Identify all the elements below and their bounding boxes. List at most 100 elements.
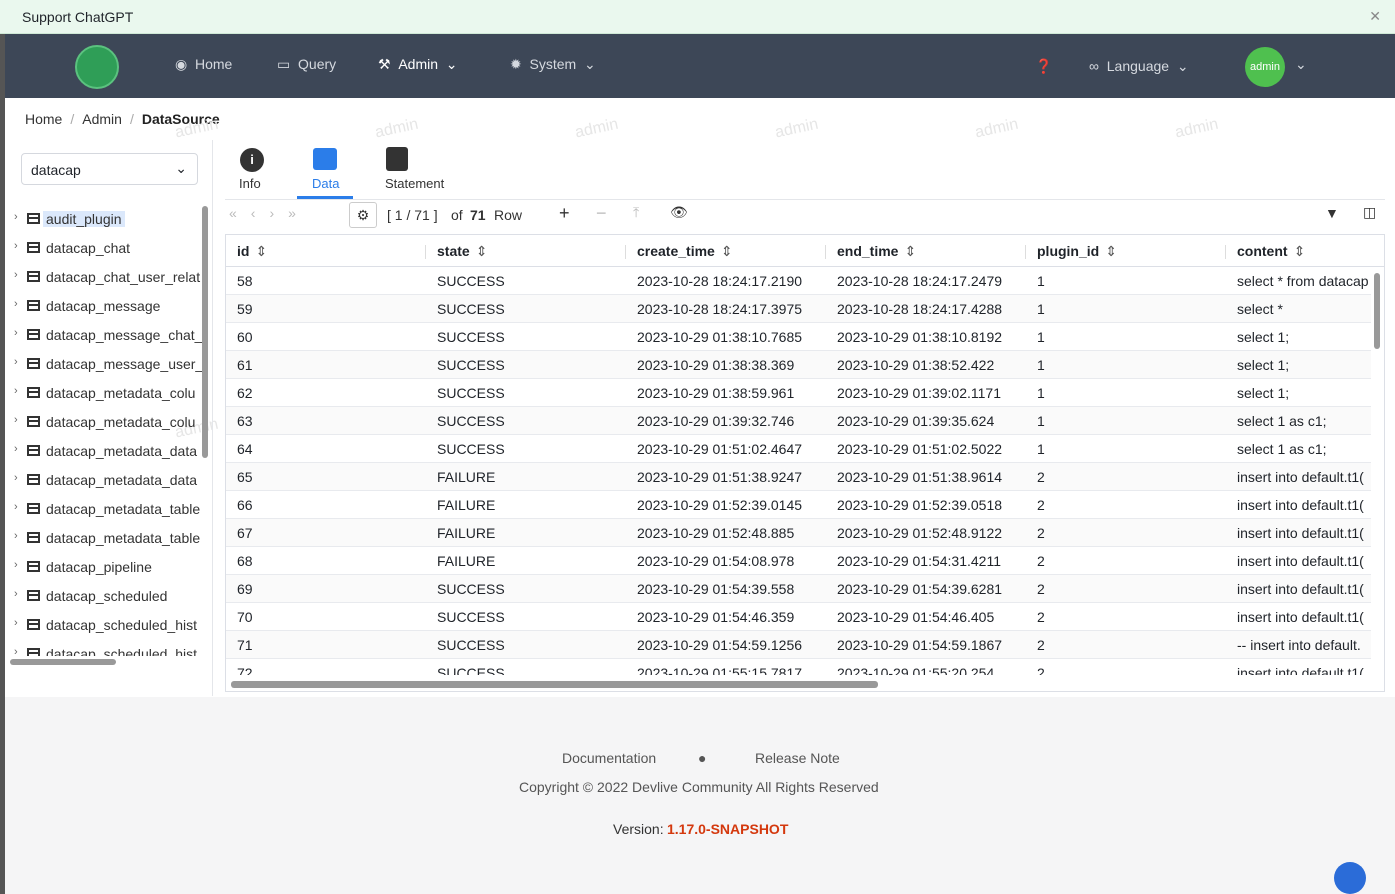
cell: 2 <box>1037 665 1045 681</box>
sort-icon: ⇕ <box>904 243 917 259</box>
tab[interactable]: Info <box>239 176 261 191</box>
tree-node[interactable]: › datacap_metadata_colu <box>10 411 202 433</box>
apps-button[interactable] <box>1334 862 1366 894</box>
tree-node[interactable]: › datacap_metadata_data <box>10 469 202 491</box>
table-icon <box>27 329 40 340</box>
nav-item[interactable]: ◉ Home <box>175 56 233 72</box>
table-icon <box>27 358 40 369</box>
crumb[interactable]: Admin <box>82 111 122 127</box>
tree-node[interactable]: › datacap_chat_user_relat <box>10 266 202 288</box>
table-name: datacap_message_user_ <box>46 356 202 372</box>
table-tree: › audit_plugin › datacap_chat › datacap_chat_… <box>10 204 202 656</box>
table-icon <box>27 532 40 543</box>
statement-icon <box>386 147 408 171</box>
tree-node[interactable]: › datacap_metadata_data <box>10 440 202 462</box>
tab[interactable]: Data <box>312 176 340 191</box>
tab[interactable]: Statement <box>385 176 445 191</box>
pager-buttons[interactable]: «‹›» <box>229 205 310 221</box>
cell: 2023-10-29 01:54:59.1256 <box>637 637 803 653</box>
cell: insert into default.t1( <box>1237 525 1364 541</box>
nav-item[interactable]: ⚒ Admin ⌄ <box>378 56 458 72</box>
table-icon <box>27 271 40 282</box>
tree-node[interactable]: › datacap_message <box>10 295 202 317</box>
cell: 2023-10-29 01:51:38.9614 <box>837 469 1003 485</box>
columns-button[interactable]: ◫ <box>1363 204 1377 220</box>
tree-node[interactable]: › datacap_scheduled_hist <box>10 614 202 636</box>
grid-header <box>226 235 1384 267</box>
remove-button[interactable]: − <box>596 203 607 223</box>
close-button[interactable]: ✕ <box>1369 8 1381 24</box>
column-divider <box>1025 245 1026 259</box>
help-icon[interactable]: ❓ <box>1035 58 1053 74</box>
tree-node[interactable]: › datacap_chat <box>10 237 202 259</box>
column-header[interactable]: state ⇕ <box>437 243 487 260</box>
cell: 65 <box>237 469 253 485</box>
tree-node[interactable]: › datacap_metadata_table <box>10 527 202 549</box>
column-header[interactable]: plugin_id ⇕ <box>1037 243 1117 260</box>
logo[interactable] <box>75 45 119 89</box>
cell: 2023-10-29 01:52:48.885 <box>637 525 795 541</box>
source-select[interactable]: datacap ⌄ <box>21 153 198 185</box>
column-header[interactable]: content ⇕ <box>1237 243 1305 260</box>
caret: › <box>14 385 18 397</box>
cell: select * from datacap <box>1237 273 1369 289</box>
cell: 62 <box>237 385 253 401</box>
row <box>226 379 1371 407</box>
table-icon <box>27 416 40 427</box>
cell: 2023-10-29 01:38:52.422 <box>837 357 995 373</box>
preview-button[interactable]: 👁 <box>670 204 688 220</box>
row <box>226 435 1371 463</box>
language-menu[interactable]: ∞ Language ⌄ <box>1089 58 1189 74</box>
table-icon <box>27 561 40 572</box>
nav-item[interactable]: ✹ System ⌄ <box>510 56 596 72</box>
footer-link[interactable]: Release Note <box>755 750 840 766</box>
column-name: state <box>437 243 470 259</box>
nav-label: Home <box>195 56 233 72</box>
tree-node[interactable]: › datacap_pipeline <box>10 556 202 578</box>
caret: › <box>14 327 18 339</box>
tree-node[interactable]: › datacap_message_chat_ <box>10 324 202 346</box>
table-name: datacap_pipeline <box>46 559 152 575</box>
cell: insert into default.t1( <box>1237 609 1364 625</box>
column-header[interactable]: id ⇕ <box>237 243 267 260</box>
watermark: admin <box>1173 115 1220 142</box>
footer-link[interactable]: Documentation <box>562 750 657 766</box>
github-icon[interactable]: ● <box>698 750 707 766</box>
add-button[interactable]: + <box>559 203 570 223</box>
cell: select 1 as c1; <box>1237 441 1327 457</box>
tree-node[interactable]: › audit_plugin <box>10 208 202 230</box>
cell: 2023-10-29 01:54:31.4211 <box>837 553 1001 569</box>
nav-label: System <box>529 56 577 72</box>
nav-item[interactable]: ▭ Query <box>277 56 337 72</box>
scrollbar <box>1374 273 1380 349</box>
tree-node[interactable]: › datacap_scheduled <box>10 585 202 607</box>
nav-label: Admin <box>398 56 439 72</box>
column-header[interactable]: end_time ⇕ <box>837 243 916 260</box>
table-name: datacap_message <box>46 298 161 314</box>
avatar-caret[interactable]: ⌄ <box>1295 56 1307 72</box>
table-icon <box>27 445 40 456</box>
tree-node[interactable]: › datacap_message_user_ <box>10 353 202 375</box>
cell: FAILURE <box>437 553 496 569</box>
tree-node[interactable]: › datacap_scheduled_hist <box>10 643 202 656</box>
upload-button[interactable]: ⤒ <box>633 204 640 220</box>
avatar[interactable]: admin <box>1245 47 1285 87</box>
cell: SUCCESS <box>437 273 505 289</box>
filter-button[interactable]: ▼ <box>1325 205 1339 221</box>
crumb[interactable]: Home <box>25 111 63 127</box>
row <box>226 603 1371 631</box>
tree-node[interactable]: › datacap_metadata_colu <box>10 382 202 404</box>
settings-button[interactable]: ⚙ <box>349 202 377 228</box>
cell: insert into default.t1( <box>1237 581 1364 597</box>
cell: SUCCESS <box>437 581 505 597</box>
sort-icon: ⇕ <box>475 243 488 259</box>
column-header[interactable]: create_time ⇕ <box>637 243 733 260</box>
tree-node[interactable]: › datacap_metadata_table <box>10 498 202 520</box>
cell: 1 <box>1037 329 1045 345</box>
cell: 2023-10-28 18:24:17.2190 <box>637 273 803 289</box>
caret: › <box>14 356 18 368</box>
row <box>226 351 1371 379</box>
cell: SUCCESS <box>437 357 505 373</box>
pager-total: 71 <box>470 207 486 223</box>
cell: 2023-10-29 01:54:46.359 <box>637 609 795 625</box>
